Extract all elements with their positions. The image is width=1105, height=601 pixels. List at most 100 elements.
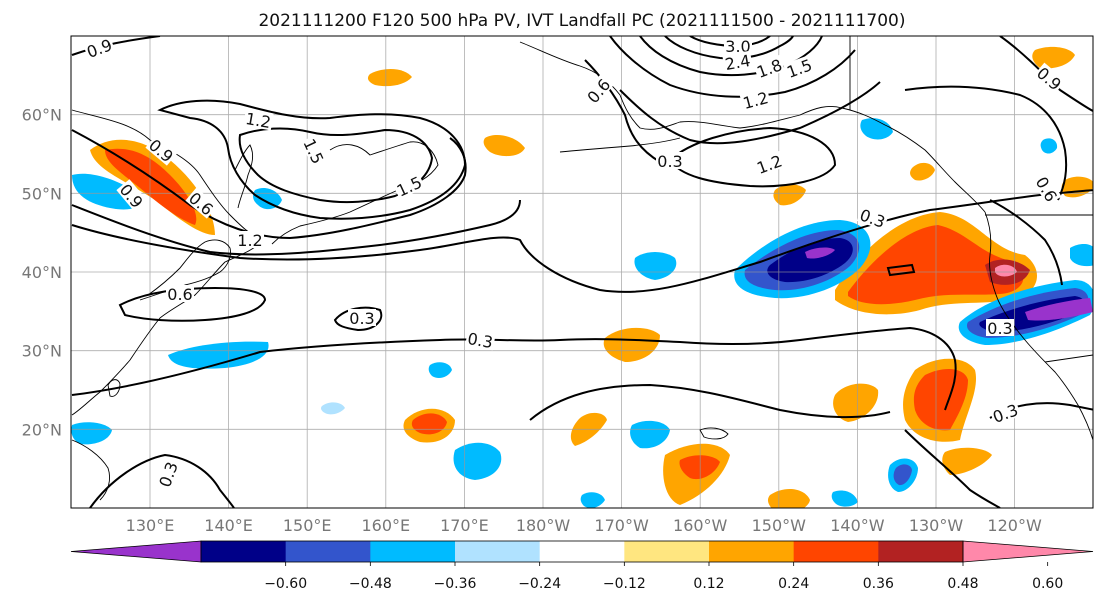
pv-contour-0.3-south	[71, 326, 957, 411]
contour-label-bg	[166, 285, 194, 302]
colorbar-tick-label: −0.24	[518, 576, 561, 592]
colorbar-tick-label: −0.36	[434, 576, 477, 592]
coast-taiwan	[107, 379, 121, 397]
pv-contour-small-box	[886, 263, 916, 277]
pv-contour-1.2-core	[668, 126, 837, 188]
contour-label-bg	[724, 37, 752, 54]
anomaly-tinyn9	[321, 402, 345, 415]
contour-label-bg	[236, 231, 264, 248]
colorbar-tick-label: 0.48	[947, 576, 978, 592]
pv-contour-0.9-north	[71, 129, 467, 240]
anomaly-tiny10	[1032, 46, 1075, 69]
contour-label-bg	[582, 74, 614, 107]
contour-labels: 0.91.21.51.51.23.02.4 1.8 1.50.6 1.21.20.90…	[83, 36, 1066, 491]
contour-label: 0.3	[657, 152, 682, 171]
anomaly-south1	[630, 420, 670, 449]
anomaly-tinyn5	[1070, 244, 1093, 267]
pv-contour-0.3-north	[71, 189, 1093, 293]
contour-label-bg	[243, 108, 274, 131]
contour-label: 0.6	[167, 285, 192, 304]
pv-contour-0.9-ne2	[904, 85, 1068, 201]
contour-label: 0.3	[349, 309, 374, 328]
anomaly-south2-core	[893, 464, 912, 486]
anomaly-tinyn1	[71, 422, 112, 445]
contour-label-bg	[348, 309, 376, 326]
anomaly-tiny6	[367, 68, 412, 87]
contour-label-bg	[392, 172, 426, 200]
y-tick-label: 60°N	[22, 106, 62, 125]
y-axis-ticks: 20°N 30°N 40°N 50°N 60°N	[22, 106, 62, 440]
contour-label: 0.3	[466, 329, 494, 352]
colorbar-outline	[200, 540, 964, 563]
x-tick-label: 120°W	[987, 516, 1042, 535]
colorbar-tick-label: 0.60	[1032, 576, 1063, 592]
contour-label-bg	[1033, 62, 1066, 94]
contour-label: 2.4	[724, 51, 752, 74]
contour-label: 1.2	[244, 109, 272, 132]
anomaly-tinyn4	[860, 118, 893, 140]
colorbar-segment	[285, 541, 371, 562]
anomaly-california-min	[1025, 298, 1093, 321]
colorbar: −0.60 −0.48 −0.36 −0.24 −0.12 0.12 0.24 0.36 0.4…	[70, 540, 1094, 592]
contour-label-bg	[185, 187, 218, 219]
contour-label-bg	[856, 204, 889, 231]
colorbar-segment	[793, 541, 879, 562]
anomaly-subtrop2-core	[679, 455, 720, 480]
colorbar-extend-high	[962, 540, 1094, 563]
colorbar-segment	[455, 541, 541, 562]
contour-label-bg	[989, 399, 1022, 426]
contour-label: 3.0	[725, 37, 750, 56]
anomaly-dateline	[634, 252, 677, 280]
colorbar-segment	[201, 541, 287, 562]
anomaly-tiny12	[910, 162, 935, 181]
colorbar-tick-label: −0.60	[264, 576, 307, 592]
map-panel: 0.91.21.51.51.23.02.4 1.8 1.50.6 1.21.20.90…	[71, 36, 1093, 508]
colorbar-tick-label: −0.12	[603, 576, 646, 592]
contour-label-bg	[739, 87, 772, 112]
anomaly-japan-core	[105, 148, 197, 225]
x-tick-label: 140°W	[830, 516, 885, 535]
pv-contours	[71, 36, 1093, 508]
colorbar-segment	[624, 541, 710, 562]
coast-alaska-s	[679, 105, 986, 213]
anomaly-tiny4	[942, 447, 992, 475]
colorbar-segment	[539, 541, 625, 562]
pv-contour-0.9-upperleft	[71, 36, 161, 56]
pv-contour-1.8-alaska	[639, 36, 823, 77]
coast-hawaii	[699, 427, 729, 440]
pv-contour-0.3-hawaii	[333, 306, 383, 332]
pv-contour-0.6-north	[71, 199, 521, 256]
pv-contour-0.6-alaska	[584, 59, 661, 163]
x-tick-label: 130°W	[909, 516, 964, 535]
contour-label-bg	[154, 458, 181, 491]
coastlines	[71, 36, 1093, 501]
colorbar-tick-label: 0.12	[693, 576, 724, 592]
x-tick-label: 170°W	[594, 516, 649, 535]
y-tick-label: 40°N	[22, 263, 62, 282]
contour-label-bg	[753, 54, 786, 81]
x-axis-ticks: 130°E 140°E 150°E 160°E 170°E 180°W 170°W 160°W…	[126, 516, 1042, 535]
x-tick-label: 180°W	[516, 516, 571, 535]
y-tick-label: 50°N	[22, 184, 62, 203]
coast-asia	[71, 109, 263, 416]
anomaly-kamchatka-w	[72, 173, 141, 210]
colorbar-tick-label: −0.48	[349, 576, 392, 592]
x-tick-label: 160°E	[361, 516, 410, 535]
contour-label-bg	[1032, 172, 1062, 206]
pv-contour-1.2-alaska	[619, 81, 881, 145]
pv-contour-0.6-ne	[989, 199, 1063, 286]
x-tick-label: 130°E	[126, 516, 175, 535]
pv-contour-1.2-ring	[157, 99, 467, 220]
colorbar-segment	[709, 541, 795, 562]
x-tick-label: 150°W	[752, 516, 807, 535]
colorbar-extend-low	[70, 540, 202, 563]
contour-label-bg	[986, 319, 1014, 336]
coast-na-west	[984, 211, 1093, 441]
contour-label-bg	[145, 134, 178, 166]
contour-label-bg	[753, 150, 786, 177]
contour-label-bg	[83, 36, 116, 61]
anomaly-tinyn3	[428, 362, 452, 378]
contour-label-bg	[300, 134, 328, 168]
anomaly-tinyn6	[580, 492, 605, 508]
